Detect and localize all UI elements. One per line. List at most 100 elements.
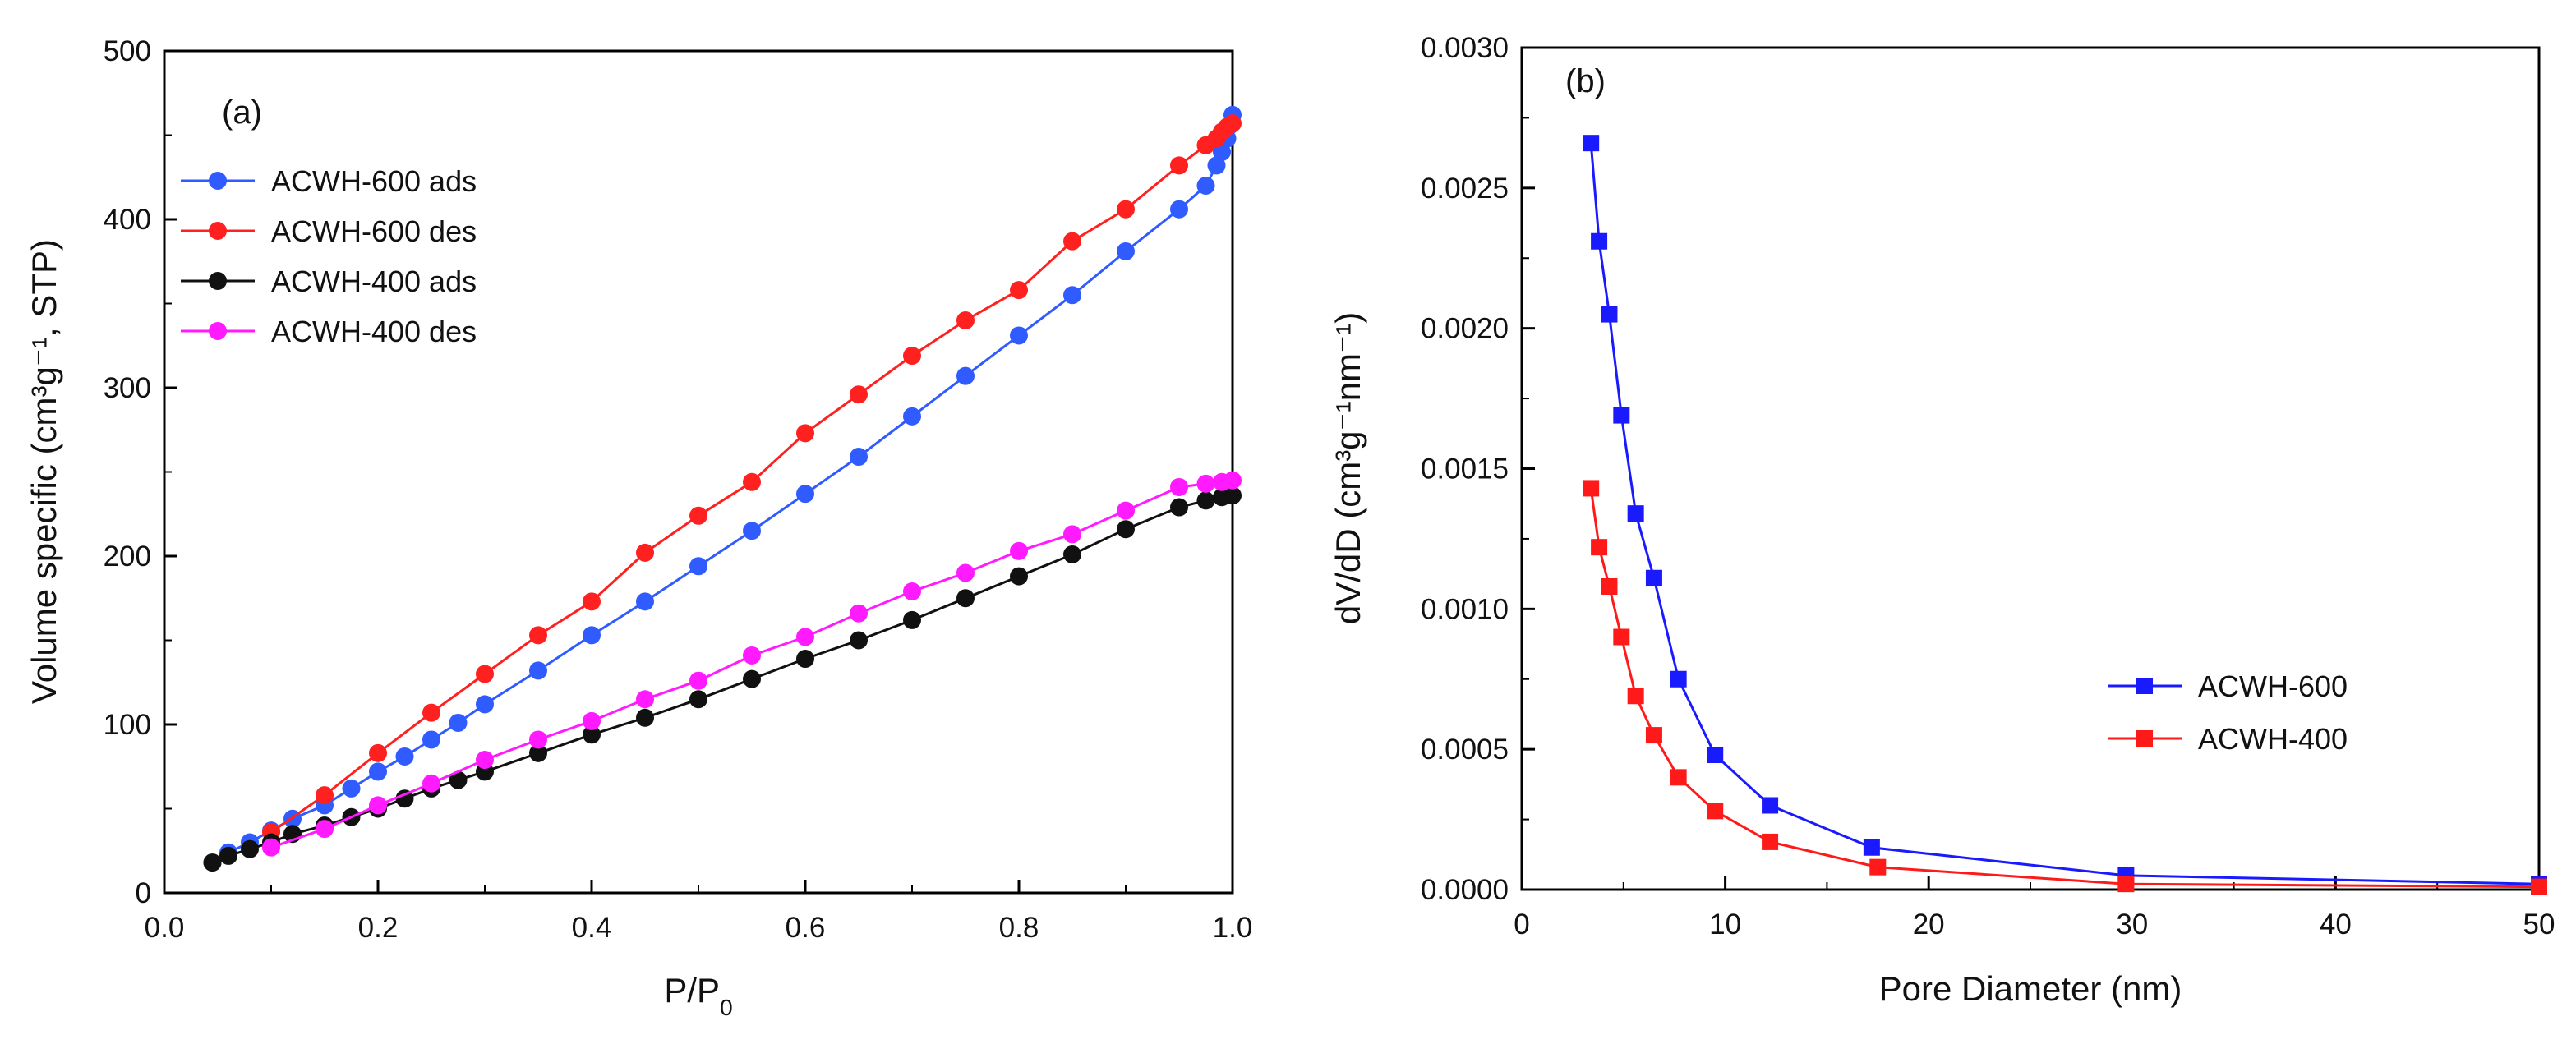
chart-a-point-acwh-400-des [1170,477,1188,496]
chart-a-point-acwh-400-des [956,564,975,582]
chart-a-point-acwh-600-des [636,543,654,562]
chart-a-point-acwh-400-ads [203,853,222,872]
chart-b-point-acwh-400 [1670,769,1687,786]
chart-a-ytick-label: 200 [104,540,151,573]
chart-a-point-acwh-600-ads [903,407,921,426]
chart-a-ylabel: Volume specific (cm³g⁻¹, STP) [25,239,63,704]
chart-b-xtick-label: 0 [1514,908,1529,941]
chart-a-xtick-label: 0.4 [572,912,612,944]
chart-b-xtick-label: 20 [1913,908,1945,941]
chart-b-point-acwh-600 [1613,407,1630,424]
chart-a-point-acwh-600-des [369,743,387,762]
chart-a-point-acwh-400-ads [850,631,868,650]
chart-a-point-acwh-400-ads [1223,486,1242,505]
chart-a-xtick-label: 0.0 [145,912,185,944]
chart-a-point-acwh-600-ads [449,713,468,732]
chart-a-point-acwh-400-ads [743,669,761,688]
chart-b-xtick-label: 30 [2116,908,2148,941]
chart-a-xtick-label: 0.8 [999,912,1039,944]
chart-a-point-acwh-600-ads [1170,200,1188,218]
chart-a-ytick-label: 400 [104,204,151,236]
chart-b-point-acwh-600 [1863,839,1880,856]
chart-b-point-acwh-400 [1591,539,1608,556]
chart-a-point-acwh-400-ads [449,770,468,789]
chart-a-ytick-label: 300 [104,372,151,404]
chart-b-point-acwh-400 [1601,578,1618,595]
chart-a-point-acwh-600-des [1063,232,1081,251]
chart-a-point-acwh-600-des [316,786,334,805]
chart-a-point-acwh-600-des [796,424,814,443]
chart-a-legend-label-acwh-600-des: ACWH-600 des [271,214,477,248]
chart-b-point-acwh-600 [1591,232,1608,250]
chart-a-point-acwh-400-ads [1196,491,1215,510]
chart-b-point-acwh-400 [2117,876,2135,893]
chart-a-point-acwh-400-des [1117,501,1135,520]
chart-a-point-acwh-400-des [476,751,494,770]
chart-b-point-acwh-400 [1613,628,1630,646]
chart-a-point-acwh-400-ads [1010,567,1028,586]
chart-a-point-acwh-400-ads [636,708,654,727]
chart-a-point-acwh-600-ads [422,730,440,749]
chart-a-panel-label: (a) [222,94,262,131]
chart-b-point-acwh-400 [1627,688,1644,705]
chart-b-legend: ACWH-600 ACWH-400 [2108,669,2348,756]
chart-a-point-acwh-600-des [743,472,761,491]
chart-b-xtick-label: 40 [2320,908,2352,941]
chart-b-point-acwh-600 [1583,135,1600,152]
chart-a-legend-marker-acwh-600-ads [209,172,227,190]
chart-a-point-acwh-400-des [796,628,814,646]
chart-a-legend-marker-acwh-600-des [209,222,227,240]
chart-b-ytick-label: 0.0020 [1421,313,1509,345]
chart-b-point-acwh-400 [1869,858,1887,876]
chart-a-point-acwh-400-des [1063,525,1081,544]
chart-b-plot-frame [1520,46,2541,891]
chart-b-point-acwh-400 [1707,803,1724,820]
chart-b-ytick-label: 0.0025 [1421,172,1509,205]
chart-a-point-acwh-400-ads [796,650,814,669]
chart-a-point-acwh-600-des [422,703,440,722]
chart-b: 0 10 20 30 40 50 0.0000 0.0005 0.0010 0.0015 0.002… [1329,32,2555,1008]
chart-b-point-acwh-600 [1762,797,1779,814]
chart-a-ytick-label: 500 [104,35,151,67]
chart-a-point-acwh-400-ads [395,789,414,808]
chart-a-legend-marker-acwh-400-ads [209,272,227,290]
chart-a-legend-label-acwh-400-des: ACWH-400 des [271,315,477,348]
chart-a-point-acwh-400-des [850,604,868,623]
chart-b-series-line-acwh-600 [1589,143,2540,886]
chart-b-xlabel: Pore Diameter (nm) [1879,969,2182,1008]
chart-a-point-acwh-400-ads [241,840,259,858]
chart-a-point-acwh-600-ads [1196,177,1215,195]
chart-b-point-acwh-600 [1645,569,1662,586]
chart-b-legend-label-acwh-400: ACWH-400 [2198,722,2348,756]
chart-b-xtick-label: 10 [1709,908,1741,941]
chart-a-ytick-label: 0 [136,877,151,909]
chart-a-point-acwh-400-des [903,582,921,601]
chart-a-point-acwh-400-des [636,690,654,709]
chart-a-legend-marker-acwh-400-des [209,322,227,340]
chart-b-panel-label: (b) [1565,63,1606,99]
chart-a-point-acwh-600-des [529,626,547,645]
chart-a-point-acwh-600-des [903,347,921,366]
chart-a-point-acwh-600-des [1010,281,1028,300]
chart-b-point-acwh-400 [1583,480,1600,497]
chart-b-point-acwh-400 [1645,727,1662,744]
chart-a-point-acwh-600-des [476,665,494,683]
chart-a-point-acwh-400-des [743,646,761,665]
chart-a-point-acwh-400-des [583,711,601,730]
chart-a-point-acwh-400-ads [1063,545,1081,564]
chart-b-ytick-label: 0.0000 [1421,874,1509,906]
chart-a-point-acwh-600-ads [476,695,494,714]
chart-a-point-acwh-600-des [1223,114,1242,133]
chart-a-point-acwh-400-ads [1117,520,1135,539]
chart-b-legend-marker-acwh-600 [2136,678,2153,694]
chart-a-point-acwh-600-ads [1117,242,1135,260]
chart-a-point-acwh-400-des [1223,471,1242,490]
chart-a-point-acwh-600-ads [342,779,361,798]
chart-a-point-acwh-400-ads [903,610,921,629]
chart-a-point-acwh-600-ads [369,762,387,781]
chart-a-point-acwh-600-ads [796,485,814,504]
chart-a-xtick-label: 0.2 [358,912,399,944]
chart-a-point-acwh-600-ads [689,557,707,576]
chart-b-ytick-label: 0.0005 [1421,734,1509,766]
chart-a-point-acwh-600-ads [1063,286,1081,305]
